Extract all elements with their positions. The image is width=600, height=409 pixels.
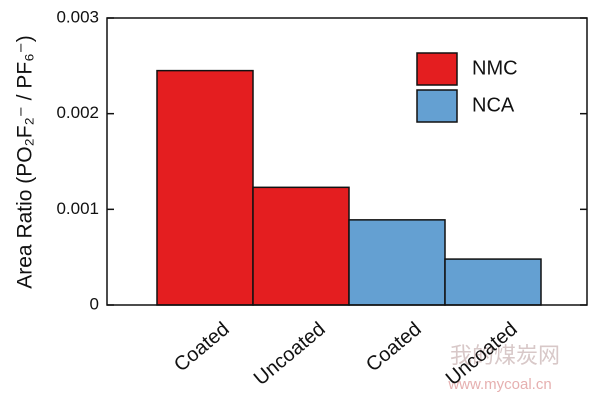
bar (444, 258, 542, 306)
legend-label: NCA (472, 94, 515, 116)
y-axis-label: Area Ratio (PO₂F₂⁻ / PF₆⁻) (14, 35, 37, 289)
bar (348, 219, 446, 306)
watermark: 我的煤炭网 (450, 343, 560, 368)
bar (156, 69, 254, 306)
legend-swatch (416, 89, 458, 123)
plot-frame (106, 17, 588, 306)
bar (252, 186, 350, 306)
y-tick-label: 0.002 (56, 103, 99, 122)
legend-label: NMC (472, 57, 518, 79)
x-tick-label: Coated (362, 318, 426, 376)
watermark: www.mycoal.cn (447, 376, 551, 393)
legend-swatch (416, 52, 458, 86)
y-tick-label: 0.001 (56, 199, 99, 218)
x-tick-label: Coated (170, 318, 234, 376)
x-tick-label: Uncoated (250, 318, 330, 390)
y-tick-label: 0.003 (56, 7, 99, 26)
y-tick-label: 0 (90, 294, 99, 313)
